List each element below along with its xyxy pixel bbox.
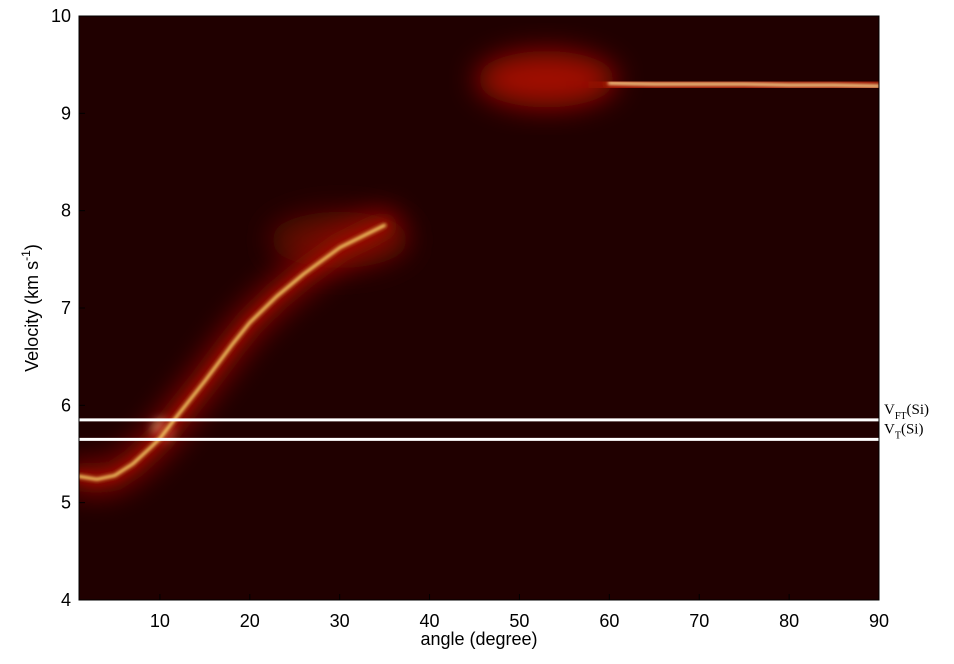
y-tick-label: 5 — [61, 493, 71, 513]
x-tick-label: 40 — [420, 611, 440, 631]
ridge — [79, 223, 387, 481]
label-rest: (Si) — [907, 402, 930, 418]
label-sub: FT — [895, 411, 907, 422]
label-rest: (Si) — [901, 421, 924, 437]
plot-area — [79, 51, 879, 495]
label-base: V — [884, 402, 895, 418]
y-tick-label: 9 — [61, 103, 71, 123]
y-tick-label: 8 — [61, 201, 71, 221]
y-label-end: ) — [22, 244, 42, 250]
y-tick-label: 6 — [61, 395, 71, 415]
y-label-sup: -1 — [19, 250, 33, 261]
reference-label: VFT(Si) — [884, 402, 929, 422]
hotspot — [476, 51, 617, 108]
y-tick-label: 4 — [61, 590, 71, 610]
x-tick-label: 20 — [240, 611, 260, 631]
x-tick-label: 50 — [509, 611, 529, 631]
y-tick-label: 7 — [61, 298, 71, 318]
plot-background — [79, 16, 879, 600]
x-tick-label: 10 — [150, 611, 170, 631]
reference-label: VT(Si) — [884, 421, 923, 441]
y-tick-label: 10 — [51, 6, 71, 26]
x-tick-label: 80 — [779, 611, 799, 631]
ridge — [607, 81, 879, 88]
x-tick-label: 90 — [869, 611, 889, 631]
label-sub: T — [895, 430, 901, 441]
x-axis-label: angle (degree) — [420, 629, 537, 649]
x-tick-label: 60 — [599, 611, 619, 631]
x-tick-label: 30 — [330, 611, 350, 631]
label-base: V — [884, 421, 895, 437]
x-tick-label: 70 — [689, 611, 709, 631]
y-axis-label: Velocity (km s-1) — [19, 244, 42, 372]
y-label-text: Velocity (km s — [22, 261, 42, 372]
